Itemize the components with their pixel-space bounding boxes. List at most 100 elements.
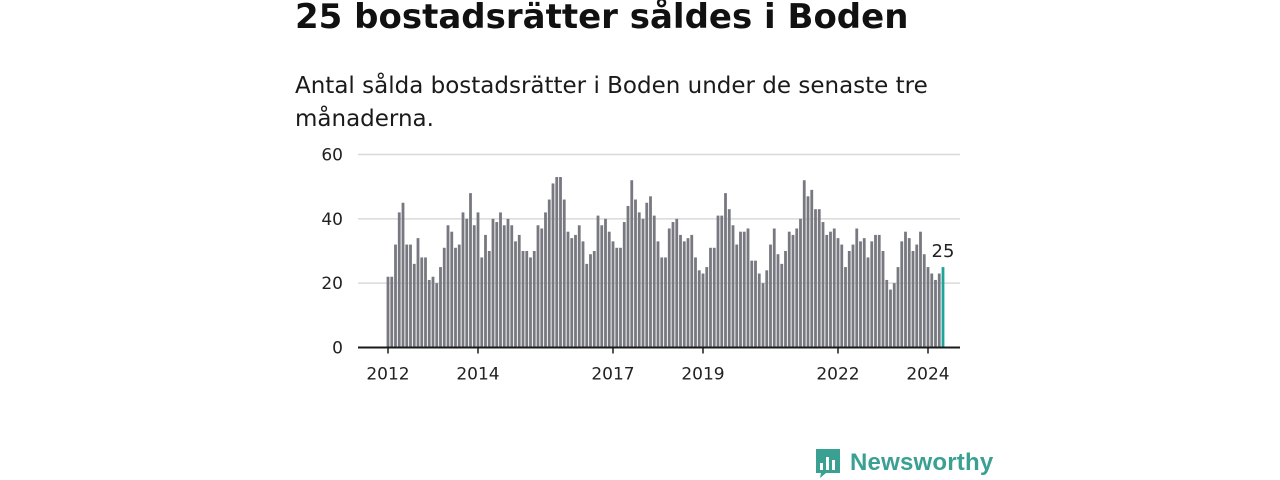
- bar: [487, 251, 491, 348]
- bar: [776, 254, 780, 348]
- x-tick-label: 2012: [366, 365, 409, 385]
- bar: [911, 251, 915, 348]
- bar: [630, 180, 634, 348]
- bar: [510, 225, 514, 348]
- bar: [424, 257, 427, 348]
- bar: [476, 212, 480, 348]
- bar: [682, 241, 686, 348]
- bar: [679, 234, 682, 348]
- bar: [847, 251, 851, 348]
- bar: [435, 283, 439, 348]
- bar: [566, 231, 570, 348]
- bar: [532, 251, 536, 348]
- bar: [836, 238, 840, 348]
- bar: [919, 231, 922, 348]
- bar: [502, 225, 506, 348]
- bar: [896, 267, 900, 348]
- bar: [802, 180, 806, 348]
- bar: [769, 244, 772, 348]
- bar: [525, 251, 529, 348]
- bar: [757, 273, 761, 348]
- bar: [855, 228, 859, 348]
- bar: [900, 241, 904, 348]
- x-tick-label: 2022: [816, 365, 859, 385]
- bar-latest: [941, 267, 945, 348]
- bar: [731, 225, 735, 348]
- x-tick-label: 2024: [906, 365, 949, 385]
- bar: [570, 238, 574, 348]
- bar: [484, 234, 487, 348]
- bar: [922, 254, 926, 348]
- bar: [742, 231, 746, 348]
- bar: [784, 251, 787, 348]
- bar: [562, 199, 566, 348]
- bar: [791, 234, 795, 348]
- bar: [521, 251, 525, 348]
- bar: [397, 212, 401, 348]
- bar: [716, 215, 720, 348]
- bar: [431, 276, 435, 348]
- bar: [405, 244, 409, 348]
- bar: [787, 231, 791, 348]
- bar: [390, 276, 394, 348]
- bar: [712, 247, 716, 348]
- axis-labels: 0 20 40 60 2012 2014 2017 2019 2022 2024 25: [321, 146, 954, 385]
- bar: [469, 193, 472, 348]
- bar: [480, 257, 484, 348]
- bar: [735, 244, 739, 348]
- bar: [870, 241, 874, 348]
- bar: [427, 279, 431, 348]
- bar: [626, 205, 630, 348]
- bar: [810, 189, 814, 348]
- y-tick-label: 40: [321, 210, 343, 230]
- bar: [442, 247, 446, 348]
- bar: [799, 218, 802, 348]
- bar: [401, 202, 405, 348]
- bar: [544, 212, 547, 348]
- bar: [439, 267, 442, 348]
- bar: [604, 218, 607, 348]
- bar: [420, 257, 424, 348]
- bar: [709, 247, 712, 348]
- bar: [664, 257, 667, 348]
- bar: [832, 228, 836, 348]
- bar: [499, 212, 502, 348]
- latest-value-label: 25: [932, 241, 955, 262]
- bar: [495, 222, 499, 348]
- bar: [881, 251, 885, 348]
- bar: [416, 238, 420, 348]
- bar: [600, 225, 604, 348]
- bar: [585, 263, 589, 348]
- bar: [671, 222, 675, 348]
- bar: [667, 228, 671, 348]
- bar: [645, 202, 649, 348]
- bar: [412, 263, 416, 348]
- bar: [386, 276, 390, 348]
- bar: [622, 222, 626, 348]
- bar: [581, 241, 585, 348]
- bar: [611, 241, 615, 348]
- bar: [694, 257, 697, 348]
- bar: [652, 215, 656, 348]
- bar: [454, 247, 457, 348]
- y-tick-label: 60: [321, 146, 343, 166]
- bar: [409, 244, 412, 348]
- bar: [844, 267, 847, 348]
- bar: [862, 238, 866, 348]
- bar: [619, 247, 622, 348]
- brand-logo: Newsworthy: [814, 446, 993, 480]
- bar: [859, 241, 862, 348]
- bar: [874, 234, 877, 348]
- bar: [574, 234, 577, 348]
- bar: [675, 218, 679, 348]
- x-tick-label: 2014: [456, 365, 499, 385]
- bar: [821, 222, 825, 348]
- bar: [739, 231, 742, 348]
- bar: [915, 244, 919, 348]
- bar: [705, 267, 709, 348]
- bar-chart-speech-bubble-icon: [816, 449, 840, 478]
- bar: [907, 238, 911, 348]
- bar: [517, 234, 521, 348]
- bar: [607, 231, 611, 348]
- bar: [817, 209, 821, 348]
